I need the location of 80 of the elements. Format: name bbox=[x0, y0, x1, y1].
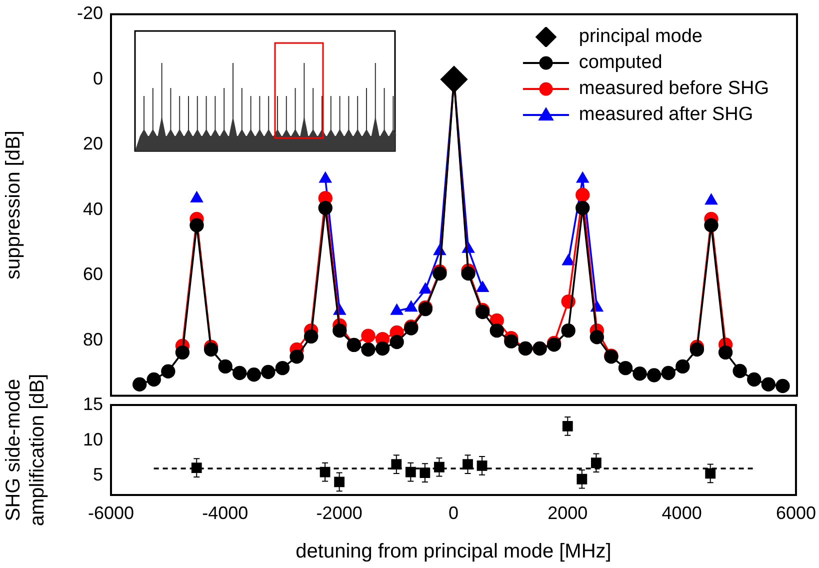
point bbox=[661, 366, 676, 380]
point bbox=[318, 200, 332, 216]
x-tick-label: 0 bbox=[448, 502, 458, 523]
point bbox=[490, 323, 504, 338]
point bbox=[275, 360, 290, 376]
point bbox=[476, 281, 489, 292]
point bbox=[434, 462, 444, 472]
point bbox=[404, 300, 418, 312]
point bbox=[590, 458, 602, 468]
point bbox=[261, 364, 276, 380]
point bbox=[175, 345, 190, 360]
point bbox=[590, 330, 604, 344]
point bbox=[361, 328, 376, 343]
point bbox=[632, 366, 647, 381]
point bbox=[320, 466, 330, 478]
point bbox=[776, 378, 790, 394]
y-tick-label: 60 bbox=[82, 264, 103, 284]
point bbox=[690, 342, 704, 357]
y-tick-label: 15 bbox=[82, 394, 103, 414]
y-tick-label: -20 bbox=[76, 3, 103, 24]
point bbox=[718, 345, 733, 360]
x-tick-label: -4000 bbox=[202, 502, 248, 523]
x-tick-label: -2000 bbox=[316, 502, 362, 523]
point bbox=[191, 462, 202, 474]
y-tick-label: 20 bbox=[82, 134, 103, 154]
x-tick-label: -6000 bbox=[88, 502, 134, 523]
point bbox=[562, 420, 573, 432]
point bbox=[504, 334, 518, 348]
point bbox=[334, 476, 345, 488]
point bbox=[304, 329, 318, 344]
point bbox=[561, 323, 576, 338]
point bbox=[576, 172, 589, 183]
point bbox=[704, 218, 718, 232]
x-tick-label: 4000 bbox=[662, 502, 702, 523]
point bbox=[161, 364, 176, 378]
point bbox=[190, 218, 204, 232]
legend-label: principal mode bbox=[578, 25, 702, 49]
point bbox=[390, 334, 404, 350]
point bbox=[732, 364, 747, 378]
point bbox=[576, 188, 590, 202]
point bbox=[204, 342, 218, 357]
point bbox=[332, 323, 347, 338]
point bbox=[562, 254, 575, 266]
point bbox=[676, 359, 690, 374]
y-tick-label: 80 bbox=[82, 329, 103, 350]
point bbox=[761, 377, 776, 392]
point bbox=[747, 372, 762, 387]
x-tick-label: 6000 bbox=[776, 502, 816, 523]
y-axis-title: suppression [dB] bbox=[2, 130, 25, 280]
y-tick-label: 5 bbox=[92, 464, 103, 485]
x-tick-label: 2000 bbox=[548, 502, 588, 523]
y-tick-label: 0 bbox=[92, 68, 103, 88]
x-axis-title: detuning from principal mode [MHz] bbox=[296, 540, 612, 563]
point bbox=[246, 368, 262, 382]
point bbox=[576, 474, 588, 484]
point bbox=[440, 66, 468, 94]
point bbox=[319, 172, 332, 183]
point bbox=[290, 350, 304, 364]
point bbox=[405, 466, 416, 478]
legend-label: computed bbox=[578, 51, 662, 75]
point bbox=[218, 359, 232, 374]
point bbox=[419, 282, 432, 294]
legend-label: measured after SHG bbox=[578, 103, 754, 127]
point bbox=[576, 200, 590, 216]
y-tick-label: 40 bbox=[82, 198, 103, 219]
point bbox=[705, 194, 718, 205]
point bbox=[132, 377, 147, 392]
point bbox=[461, 266, 476, 281]
point bbox=[375, 341, 390, 356]
legend-label: measured before SHG bbox=[578, 77, 769, 101]
point bbox=[232, 366, 247, 380]
point bbox=[190, 191, 203, 202]
point bbox=[462, 459, 473, 470]
y-tick-label: 10 bbox=[82, 429, 103, 450]
point bbox=[646, 368, 662, 382]
point bbox=[361, 342, 376, 357]
y-axis-title: SHG side-mode amplification [dB] bbox=[2, 374, 49, 526]
point bbox=[146, 372, 161, 387]
point bbox=[618, 360, 633, 376]
point bbox=[391, 459, 402, 470]
